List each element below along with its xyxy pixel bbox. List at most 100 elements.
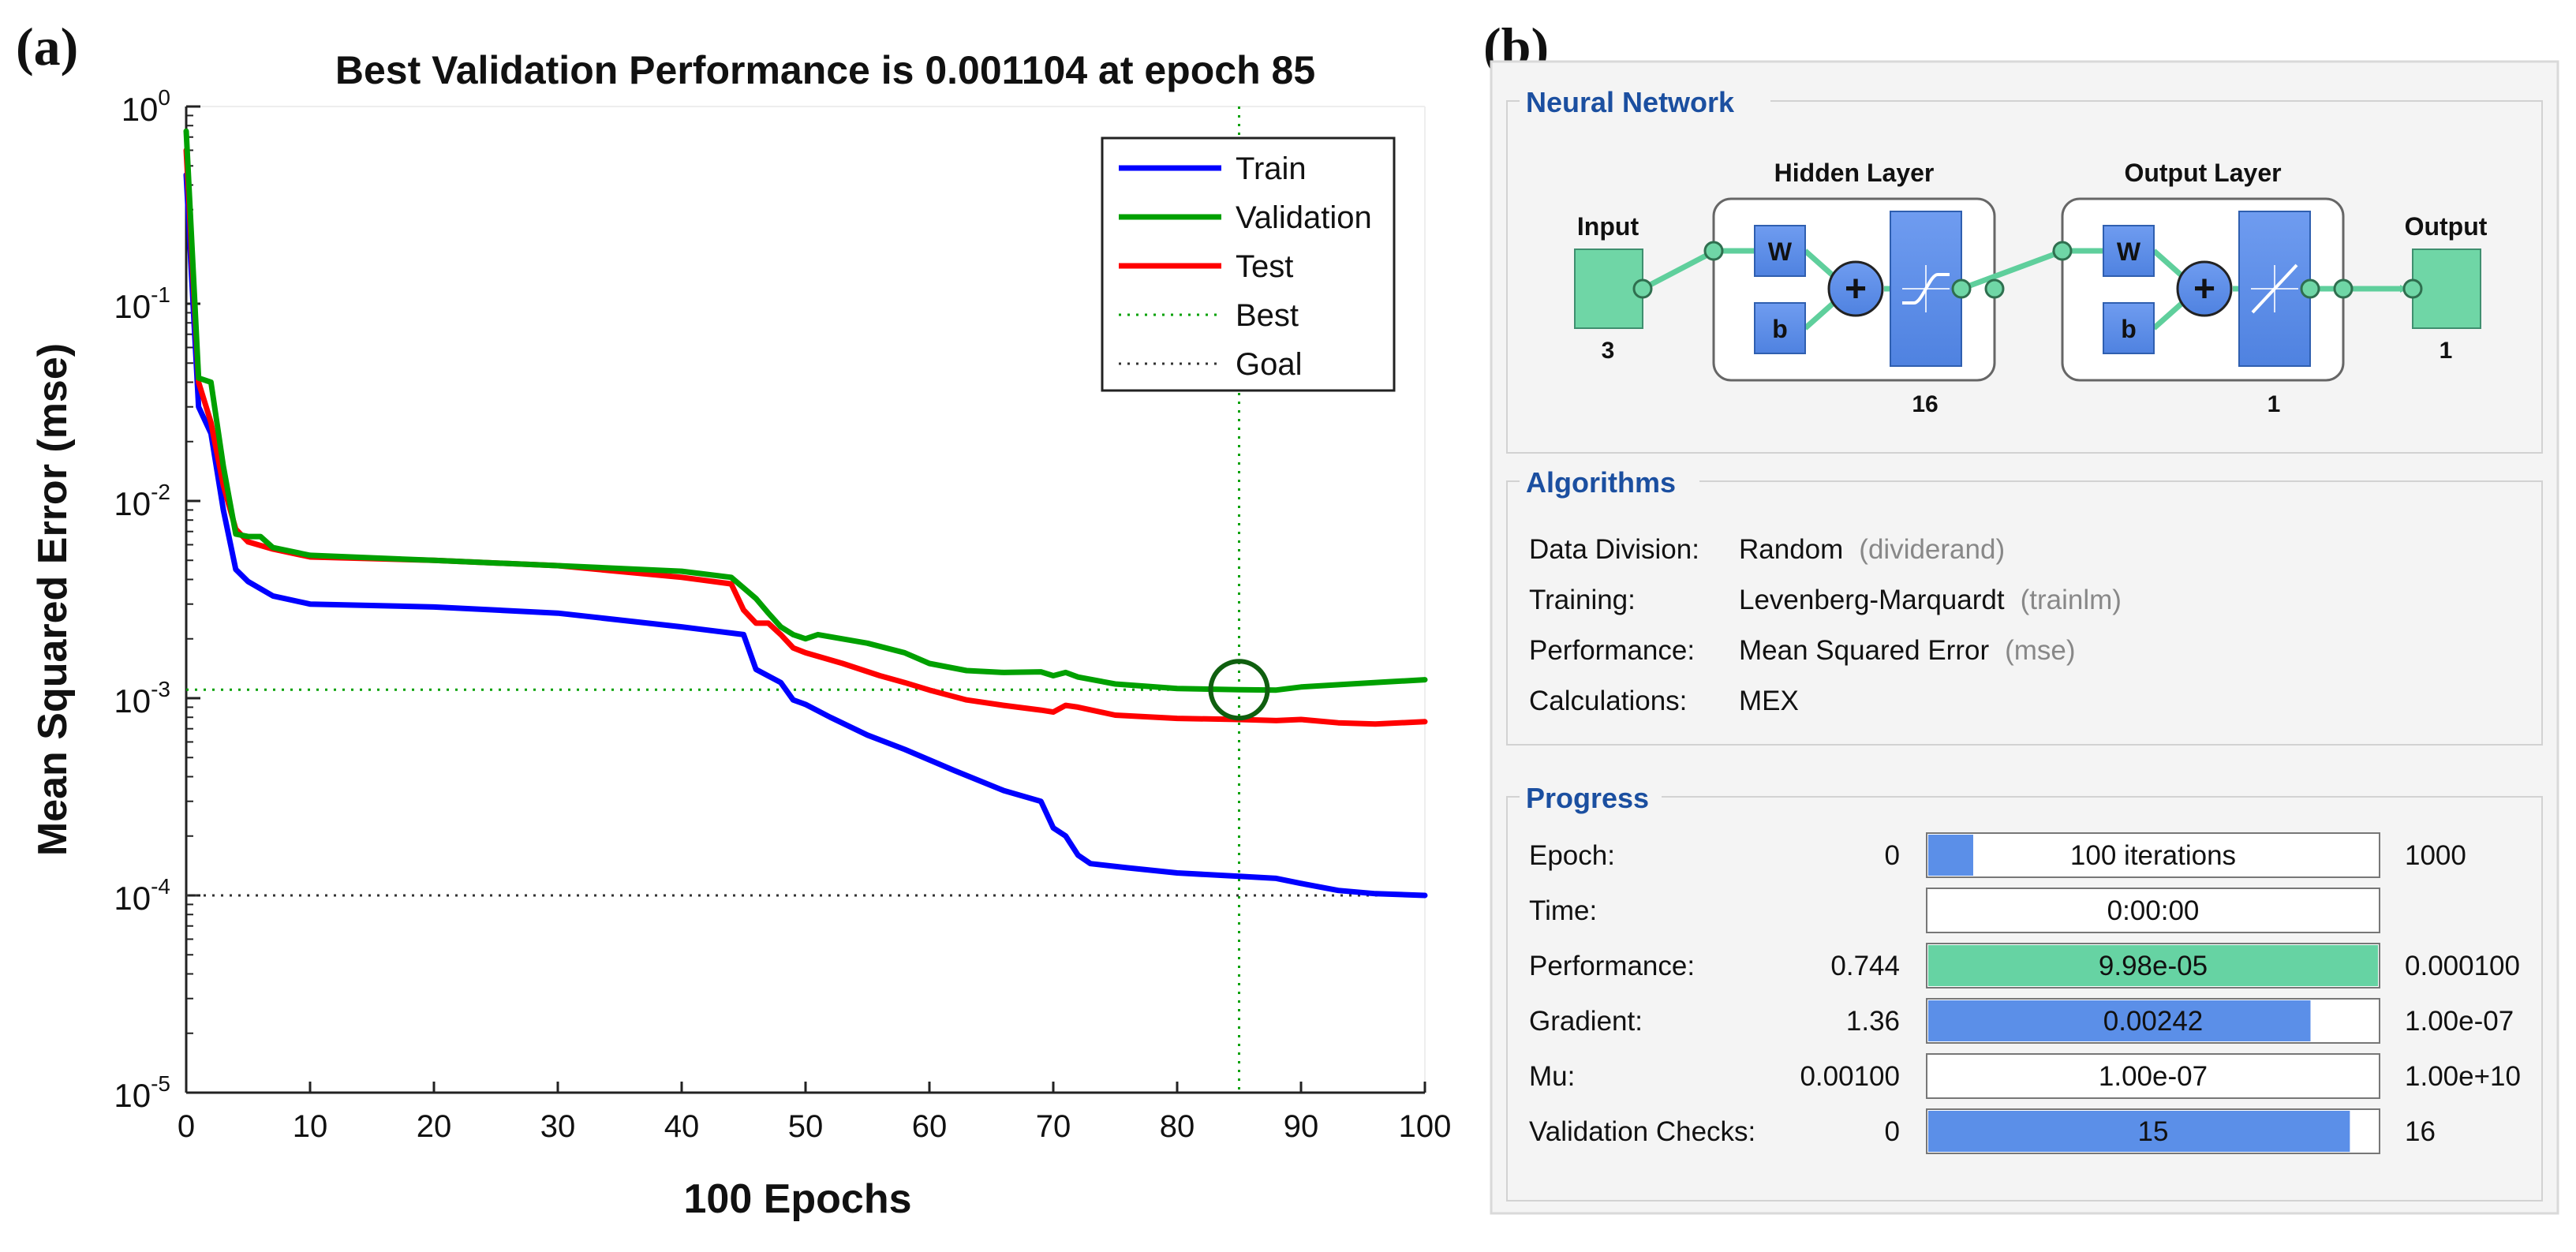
- progress-bar-text: 0:00:00: [2107, 895, 2200, 926]
- progress-end-value: 0.000100: [2405, 951, 2520, 981]
- output-layer-size: 1: [2268, 391, 2281, 417]
- x-tick-label: 0: [178, 1109, 195, 1144]
- progress-end-value: 1.00e+10: [2405, 1061, 2521, 1092]
- x-tick-label: 10: [293, 1109, 328, 1144]
- progress-label: Performance:: [1529, 951, 1695, 981]
- progress-bar-track: [1926, 888, 2380, 933]
- x-tick-label: 20: [417, 1109, 452, 1144]
- output-w-block: [2103, 225, 2155, 277]
- y-ticks: 100 10-1 10-2 10-3 10-4 10-5: [114, 85, 200, 1114]
- algorithm-value: Random (dividerand): [1739, 534, 2005, 565]
- hidden-layer-title: Hidden Layer: [1774, 159, 1935, 187]
- progress-end-value: 16: [2405, 1116, 2436, 1147]
- progress-bar-fill: [1928, 1111, 2350, 1152]
- progress-label: Validation Checks:: [1529, 1116, 1755, 1147]
- y-axis-label: Mean Squared Error (mse): [30, 343, 76, 856]
- progress-label: Gradient:: [1529, 1006, 1643, 1037]
- y-tick-label: 10-2: [114, 480, 170, 522]
- x-tick-label: 30: [540, 1109, 576, 1144]
- legend: Train Validation Test Best Goal: [1101, 136, 1396, 392]
- progress-start-value: 0: [1885, 1116, 1900, 1147]
- input-label: Input: [1577, 212, 1639, 241]
- x-ticks: 0 10 20 30 40 50 60 70 80 90 100: [178, 1082, 1452, 1144]
- progress-bar-fill: [1928, 945, 2378, 986]
- output-size: 1: [2440, 338, 2453, 364]
- x-axis-label: 100 Epochs: [683, 1176, 911, 1222]
- x-tick-label: 60: [912, 1109, 948, 1144]
- x-tick-label: 70: [1036, 1109, 1071, 1144]
- progress-start-value: 0.00100: [1800, 1061, 1900, 1092]
- progress-bar-fill: [1928, 835, 1973, 876]
- legend-label-test: Test: [1236, 249, 1293, 284]
- legend-label-goal: Goal: [1236, 347, 1303, 382]
- hidden-b-label: b: [1772, 315, 1788, 343]
- reference-lines: [186, 107, 1425, 1093]
- progress-label: Mu:: [1529, 1061, 1575, 1092]
- hidden-sum-node: [1827, 260, 1884, 317]
- y-tick-label: 10-1: [114, 282, 170, 325]
- series-line-train: [183, 172, 1428, 899]
- progress-label: Time:: [1529, 895, 1597, 926]
- progress-bar-text: 1.00e-07: [2099, 1061, 2208, 1092]
- progress-start-value: 0.744: [1830, 951, 1900, 981]
- output-sum-node: [2176, 260, 2233, 317]
- output-b-label: b: [2121, 315, 2137, 343]
- algorithm-value: Mean Squared Error (mse): [1739, 635, 2076, 666]
- x-tick-label: 80: [1160, 1109, 1195, 1144]
- progress-end-value: 1.00e-07: [2405, 1006, 2514, 1037]
- x-tick-label: 40: [664, 1109, 700, 1144]
- algorithms-rows: Data Division: Random (dividerand) Training…: [1529, 534, 2122, 716]
- progress-bar-text: 100 iterations: [2070, 840, 2236, 871]
- series-line-test: [183, 148, 1428, 727]
- algorithms-groupbox: [1506, 480, 2543, 746]
- progress-bar-text: 15: [2138, 1116, 2169, 1147]
- output-w-label: W: [2117, 237, 2141, 266]
- output-node: [2412, 249, 2481, 329]
- tansig-icon: [1902, 265, 1950, 312]
- progress-group: Progress Epoch: 0 100 iterations 1000 Time: 0…: [1506, 778, 2543, 1202]
- input-node: [1574, 249, 1643, 329]
- network-group: Neural Network Hidden Layer Output Layer: [1506, 82, 2543, 454]
- progress-bar-text: 0.00242: [2103, 1006, 2204, 1037]
- y-tick-label: 100: [122, 85, 170, 128]
- legend-label-train: Train: [1236, 151, 1307, 186]
- x-tick-label: 100: [1399, 1109, 1452, 1144]
- network-groupbox: [1506, 100, 2543, 454]
- progress-bar-track: [1926, 832, 2380, 878]
- connection-dots: [1632, 241, 2423, 299]
- legend-items: Train Validation Test Best Goal: [1119, 151, 1372, 382]
- output-label: Output: [2405, 212, 2488, 241]
- progress-bar-track: [1926, 1053, 2380, 1099]
- series-lines: [183, 128, 1428, 899]
- progress-start-value: 1.36: [1846, 1006, 1900, 1037]
- best-point-marker: [1208, 659, 1270, 721]
- progress-bar-fill: [1928, 1000, 2311, 1041]
- plot-area: [185, 106, 1426, 1094]
- series-line-validation: [183, 128, 1428, 693]
- output-b-block: [2103, 302, 2155, 354]
- input-size: 3: [1602, 338, 1615, 364]
- network-group-title: Neural Network: [1526, 86, 1735, 118]
- progress-bar-text: 9.98e-05: [2099, 951, 2208, 981]
- y-tick-label: 10-3: [114, 677, 170, 719]
- progress-start-value: 0: [1885, 840, 1900, 871]
- algorithm-label: Data Division:: [1529, 534, 1699, 565]
- legend-label-best: Best: [1236, 298, 1299, 333]
- output-layer-title: Output Layer: [2124, 159, 2281, 187]
- progress-rows: Epoch: 0 100 iterations 1000 Time: 0:00:00 Per…: [1529, 832, 2521, 1154]
- legend-label-validation: Validation: [1236, 200, 1372, 235]
- algorithm-value: MEX: [1739, 686, 1799, 716]
- progress-label: Epoch:: [1529, 840, 1615, 871]
- network-connections: [1641, 248, 2408, 331]
- y-tick-label: 10-4: [114, 874, 170, 917]
- chart-title: Best Validation Performance is 0.001104 …: [335, 48, 1315, 92]
- hidden-sum-glyph: +: [1845, 268, 1867, 310]
- output-sum-glyph: +: [2193, 268, 2215, 310]
- x-tick-label: 50: [788, 1109, 824, 1144]
- hidden-w-label: W: [1768, 237, 1793, 266]
- hidden-layer-size: 16: [1912, 391, 1938, 417]
- progress-end-value: 1000: [2405, 840, 2466, 871]
- panel-a-performance-plot: (a) Best Validation Performance is 0.001…: [16, 17, 1451, 1222]
- algorithms-group: Algorithms Data Division: Random (dividera…: [1506, 462, 2543, 746]
